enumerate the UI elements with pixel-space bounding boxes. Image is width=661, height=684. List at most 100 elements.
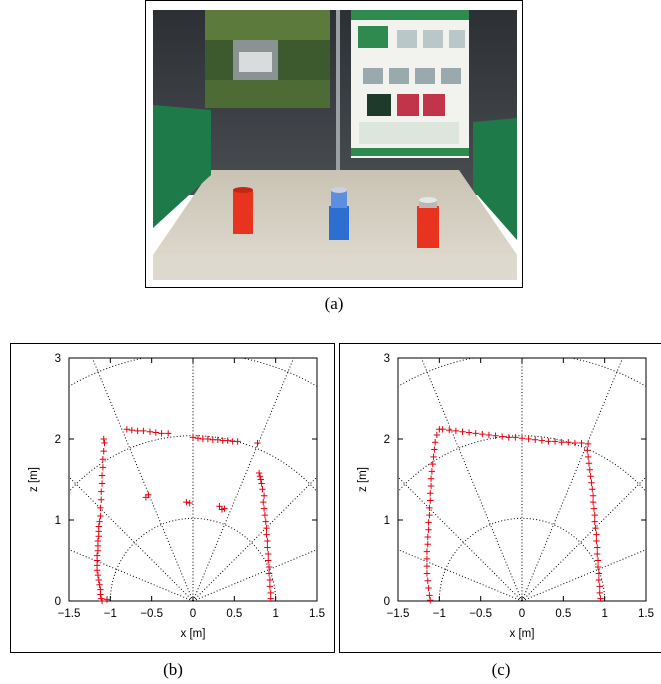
plot-b-point [128, 426, 136, 434]
plot-b-point [123, 426, 131, 433]
plot-c-point [591, 518, 598, 525]
plot-c-point [512, 434, 519, 441]
plot-b-point [266, 583, 274, 590]
plot-c-point [427, 475, 435, 482]
plot-b-point [98, 496, 105, 503]
plot-b-point [260, 505, 268, 512]
plot-c-point [589, 492, 597, 499]
plot-c-grid-arc [398, 358, 646, 387]
plot-c-point [589, 498, 597, 506]
plot-c-point [452, 427, 460, 435]
plot-c-point [426, 511, 433, 519]
plot-b-point [99, 456, 107, 463]
plot-b-point [255, 469, 263, 477]
plot-b-point [265, 563, 273, 571]
plot-c-point [584, 447, 591, 454]
plot-b-grid-arc [109, 517, 277, 601]
plot-c-point [423, 548, 431, 555]
plot-b-point [194, 434, 202, 442]
plot-b-point [183, 498, 190, 506]
plot-c-xtick-label: −0.5 [469, 608, 492, 620]
plot-c-point [565, 439, 572, 446]
plot-b-xtick-label: −0.5 [140, 608, 163, 620]
plot-c-point [596, 583, 603, 590]
plot-c-point [505, 434, 512, 441]
plot-c-grid-arc [398, 435, 646, 493]
plot-b-point [189, 434, 197, 441]
plot-c-xlabel: x [m] [510, 628, 535, 640]
plot-b-point [204, 435, 212, 443]
plot-b-point [254, 439, 261, 447]
plot-c-point [427, 482, 435, 490]
plot-b-point [98, 480, 106, 487]
plot-b-point [263, 531, 270, 538]
plot-c-point [595, 576, 603, 584]
left-poster [205, 10, 330, 108]
plot-c-point [424, 533, 431, 541]
right-poster [351, 10, 469, 158]
plot-c-grid-ray [398, 476, 523, 601]
plot-b-point [146, 428, 154, 435]
plot-c-plot-area [397, 357, 647, 602]
plot-c-point [425, 584, 432, 592]
plot-b-xtick-label: 1.5 [309, 608, 325, 620]
plot-b-point [261, 511, 269, 519]
plot-b-point [98, 472, 106, 479]
plot-c-point [551, 438, 559, 445]
plot-b-ytick-label: 0 [55, 596, 61, 608]
plot-c-point [423, 555, 431, 563]
plot-b-ylabel: z [m] [28, 467, 40, 492]
plot-c-point [595, 570, 603, 577]
plot-b-xtick-label: 0.5 [226, 608, 242, 620]
plot-c-point [532, 436, 539, 444]
plot-b-point [94, 571, 102, 579]
plot-b-ytick-label: 1 [55, 515, 61, 527]
plot-b-point [145, 491, 152, 499]
plot-c-point [424, 577, 431, 584]
plot-b-point [264, 537, 271, 545]
plot-c-point [492, 432, 499, 439]
plot-c-point [424, 541, 431, 548]
plot-b-grid-ray [69, 476, 194, 601]
plot-b-point [262, 518, 269, 525]
plot-b-ytick-label: 2 [55, 434, 61, 446]
plot-c-point [459, 428, 466, 435]
plot-b-point [267, 589, 274, 597]
plot-c-point [498, 433, 506, 440]
plot-c-point [446, 426, 453, 434]
plot-c-point [585, 460, 593, 467]
plot-b-polar-grid [69, 358, 317, 601]
plot-c-ytick-label: 2 [384, 434, 390, 446]
plot-b-point [256, 473, 264, 480]
plot-c-point [485, 431, 493, 439]
plot-b-grid-arc [69, 358, 317, 387]
plot-b-point [265, 570, 273, 577]
left-green-wall [153, 105, 211, 228]
plot-b-point [265, 550, 272, 558]
plot-b-xlabel: x [m] [181, 628, 206, 640]
plot-c-point [592, 524, 599, 532]
plot-c-point [525, 435, 532, 443]
plot-c-point [594, 550, 601, 558]
caption-c: (c) [491, 660, 511, 679]
plot-c-point [594, 544, 601, 551]
plot-b-grid-ray [192, 476, 317, 601]
plot-c-point [427, 490, 434, 497]
plot-c-point [426, 504, 433, 512]
caption-a: (a) [324, 294, 344, 313]
plot-c-xtick-label: 0.5 [555, 608, 571, 620]
plot-c-point [432, 439, 439, 446]
plot-c-point [429, 460, 436, 468]
plot-b-ytick-label: 3 [55, 353, 61, 365]
plot-c-point [586, 466, 593, 473]
plot-c-point [594, 557, 602, 564]
plot-b-point [99, 464, 107, 471]
plot-b-point [100, 447, 107, 455]
plot-b-point [259, 486, 266, 493]
plot-c-point [425, 526, 432, 533]
plot-c-point [427, 497, 434, 504]
plot-b-point [234, 438, 241, 445]
plot-c-point [425, 519, 432, 526]
plot-b-point [96, 518, 103, 525]
plot-c-ytick-label: 3 [384, 353, 390, 365]
